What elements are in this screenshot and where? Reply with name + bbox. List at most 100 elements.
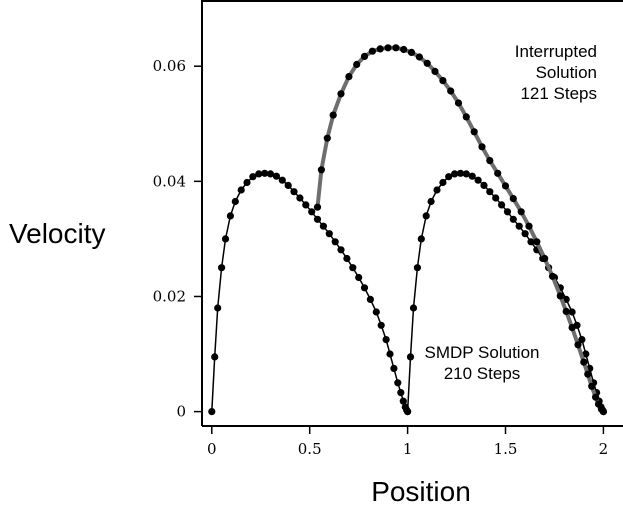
data-point: [337, 246, 345, 254]
data-point: [243, 178, 251, 187]
data-point: [355, 273, 363, 282]
data-point: [266, 170, 275, 178]
x-tick-label: 0: [207, 440, 217, 458]
data-point: [503, 208, 512, 216]
x-tick-label: 1: [403, 440, 413, 458]
data-point: [272, 172, 280, 180]
data-point: [261, 169, 269, 177]
data-point: [480, 181, 488, 189]
annotation-text: SMDP Solution 210 Steps: [425, 343, 540, 383]
data-point: [521, 230, 529, 238]
y-tick-label: 0.06: [153, 57, 186, 75]
series-points: [404, 169, 608, 416]
y-tick-label: 0.02: [153, 287, 186, 305]
data-point: [562, 307, 570, 315]
data-point: [221, 235, 230, 243]
data-point: [498, 201, 506, 209]
data-point: [501, 182, 510, 190]
data-point: [439, 77, 447, 85]
data-point: [433, 186, 441, 194]
data-point: [527, 238, 535, 246]
data-point: [588, 382, 596, 390]
data-point: [392, 44, 400, 52]
data-point: [296, 194, 304, 202]
data-point: [386, 350, 394, 358]
data-point: [509, 215, 517, 223]
data-point: [404, 408, 412, 416]
data-point: [325, 230, 333, 238]
data-point: [494, 169, 502, 177]
data-point: [509, 195, 517, 203]
data-point: [439, 178, 447, 187]
series-points: [313, 44, 608, 416]
data-point: [226, 212, 234, 220]
data-point: [451, 170, 459, 178]
data-point: [218, 264, 226, 272]
series-layer: [208, 44, 608, 416]
data-point: [323, 134, 331, 142]
data-point: [390, 364, 398, 372]
data-point: [349, 264, 357, 272]
data-point: [456, 169, 465, 177]
data-point: [237, 186, 245, 194]
data-point: [409, 304, 418, 312]
y-axis-title: Velocity: [9, 218, 106, 249]
data-point: [515, 222, 523, 230]
data-point: [525, 222, 533, 230]
y-tick-label: 0: [176, 403, 186, 421]
data-point: [541, 254, 549, 263]
x-tick-label: 2: [599, 440, 609, 458]
data-point: [422, 212, 430, 220]
data-point: [399, 397, 407, 405]
data-point: [400, 45, 408, 54]
data-point: [319, 222, 327, 230]
annotation-line: 121 Steps: [520, 84, 597, 103]
data-point: [329, 111, 337, 119]
data-point: [474, 176, 482, 184]
data-point: [376, 45, 384, 53]
data-point: [290, 188, 298, 196]
data-point: [360, 284, 369, 292]
data-point: [478, 143, 486, 151]
annotation-text: Interrupted Solution 121 Steps: [515, 42, 597, 103]
data-point: [384, 44, 392, 52]
data-point: [317, 166, 325, 174]
data-point: [468, 172, 476, 180]
data-point: [413, 264, 421, 272]
data-point: [556, 292, 564, 300]
data-point: [255, 170, 263, 178]
data-point: [331, 238, 339, 246]
data-point: [353, 60, 361, 69]
data-point: [582, 350, 590, 358]
data-point: [211, 353, 219, 361]
data-point: [568, 308, 576, 316]
annotation-line: SMDP Solution: [425, 343, 540, 362]
data-point: [415, 53, 423, 61]
data-point: [462, 113, 470, 121]
annotations: Interrupted Solution 121 Steps SMDP Solutio…: [425, 42, 597, 383]
data-point: [568, 324, 576, 332]
data-point: [599, 408, 608, 416]
annotation-line: Solution: [536, 63, 597, 82]
data-point: [313, 215, 322, 223]
data-point: [343, 254, 351, 263]
data-point: [470, 128, 478, 136]
data-point: [208, 408, 216, 416]
data-point: [427, 197, 435, 206]
data-point: [584, 370, 592, 378]
data-point: [308, 208, 316, 216]
axes: 0 0.02 0.04 0.06 0 0.5 1 1.5 2: [153, 0, 623, 458]
data-point: [231, 197, 239, 206]
data-point: [454, 99, 463, 107]
data-point: [337, 90, 345, 98]
data-point: [284, 181, 292, 189]
data-point: [278, 176, 286, 184]
y-tick-label: 0.04: [153, 172, 186, 190]
x-tick-label: 1.5: [494, 440, 518, 458]
data-point: [382, 336, 390, 344]
data-point: [313, 203, 322, 211]
data-point: [574, 341, 582, 349]
data-point: [397, 389, 405, 397]
data-point: [214, 304, 222, 312]
